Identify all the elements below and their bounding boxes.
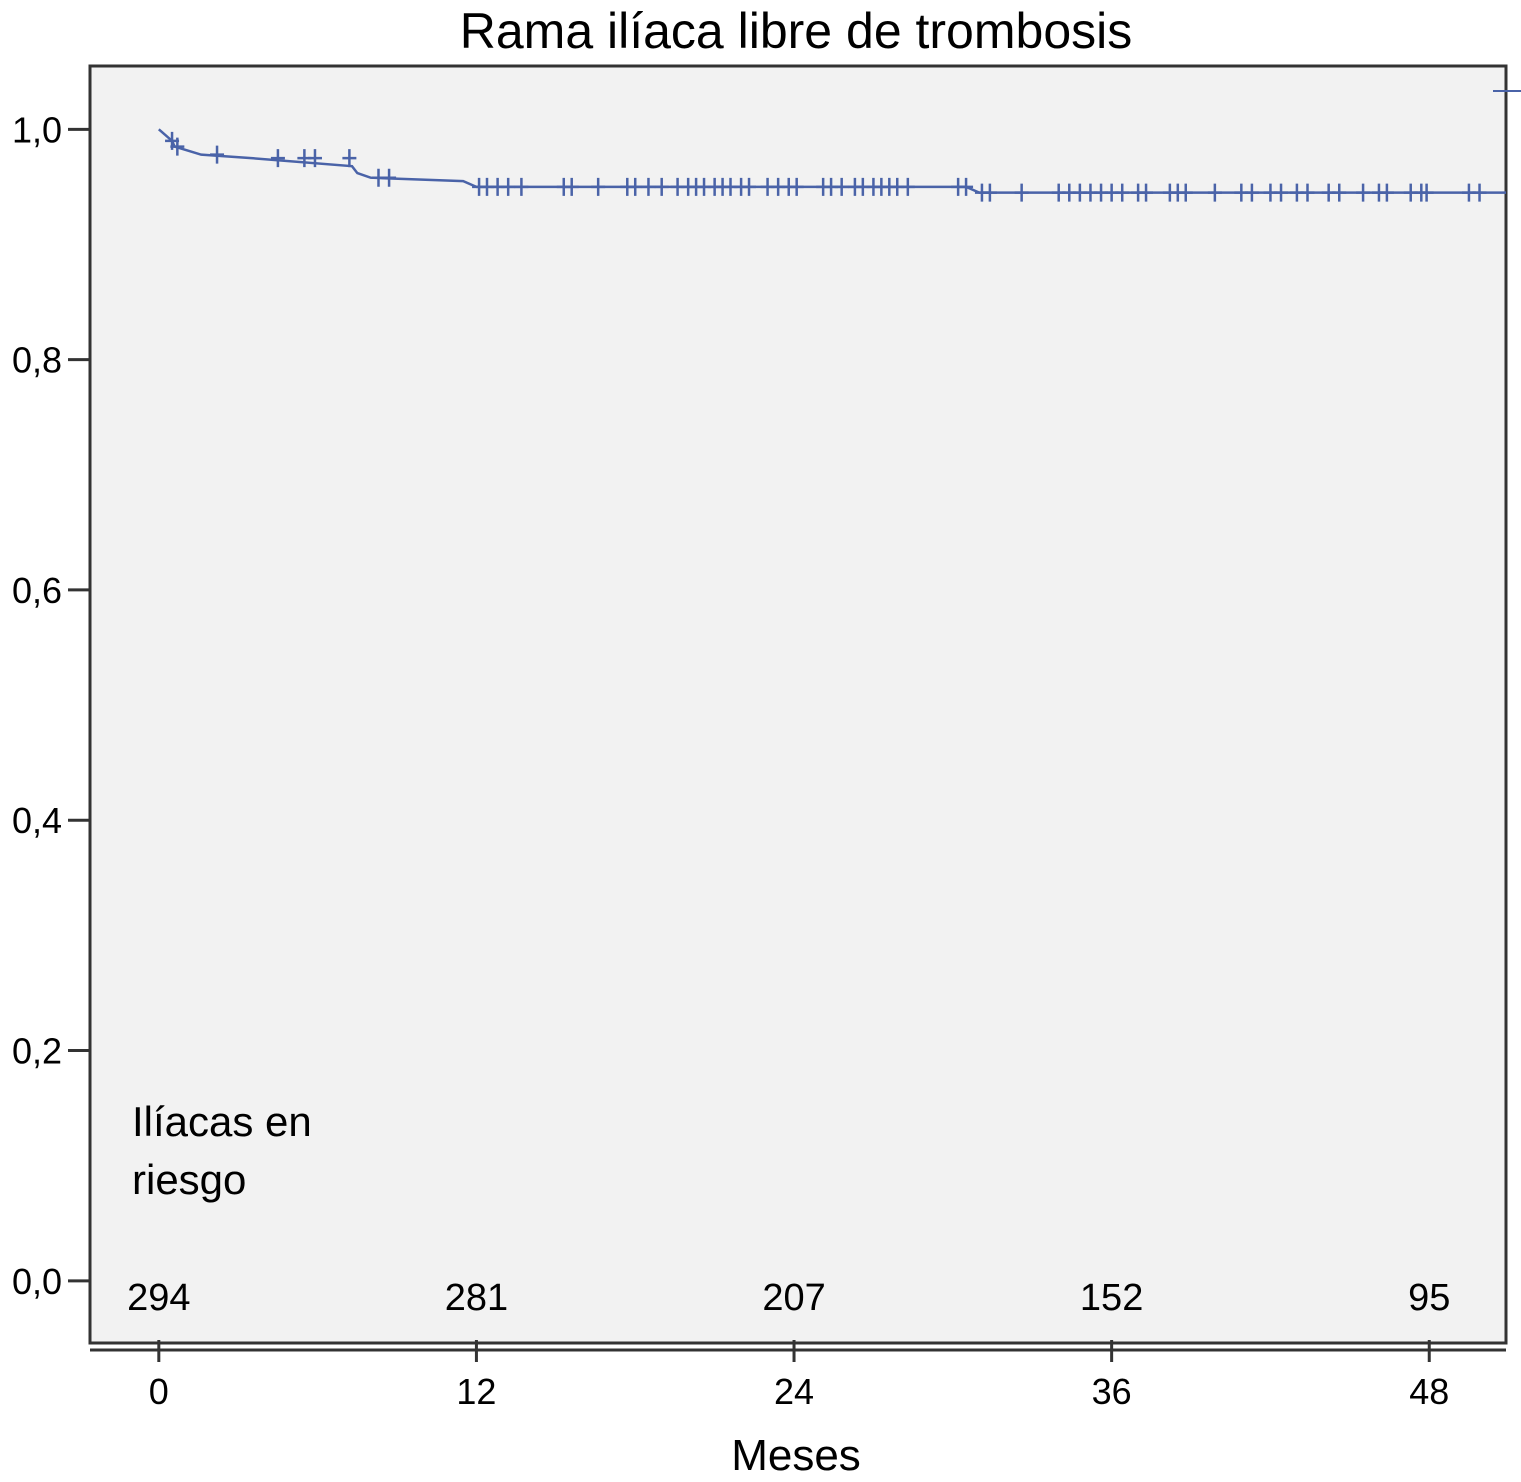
censor-mark: [514, 177, 529, 196]
censor-mark: [210, 145, 225, 164]
censor-mark: [501, 177, 516, 196]
chart-title: Rama ilíaca libre de trombosis: [460, 3, 1133, 59]
at-risk-count: 152: [1080, 1277, 1143, 1319]
plot-area: [88, 64, 1508, 1345]
x-tick-label: 0: [149, 1371, 169, 1412]
x-tick-label: 48: [1409, 1371, 1449, 1412]
censor-mark: [1274, 183, 1289, 202]
y-tick-label: 0,8: [12, 340, 62, 381]
censor-mark: [307, 149, 322, 168]
censor-mark: [959, 177, 974, 196]
censor-mark: [1419, 183, 1434, 202]
censor-mark: [564, 177, 579, 196]
censor-mark: [1300, 183, 1315, 202]
censor-mark: [1139, 183, 1154, 202]
censor-mark: [1332, 183, 1347, 202]
y-tick-label: 0,6: [12, 570, 62, 611]
y-axis: 0,0 0,2 0,4 0,6 0,8 1,0: [12, 109, 90, 1302]
censor-mark: [1014, 183, 1029, 202]
at-risk-count: 207: [762, 1277, 825, 1319]
censor-mark: [1472, 183, 1487, 202]
at-risk-count: 294: [127, 1277, 190, 1319]
censor-mark: [1379, 183, 1394, 202]
censor-mark: [342, 149, 357, 168]
censor-mark: [1115, 183, 1130, 202]
at-risk-count: 281: [445, 1277, 508, 1319]
at-risk-count: 95: [1408, 1277, 1450, 1319]
censor-mark: [382, 168, 397, 187]
censor-mark: [742, 177, 757, 196]
at-risk-label-line2: riesgo: [132, 1156, 246, 1203]
censor-mark: [1207, 183, 1222, 202]
survival-curve: [157, 128, 1506, 202]
x-axis: 0 12 24 36 48: [90, 1340, 1506, 1412]
y-tick-label: 0,0: [12, 1261, 62, 1302]
at-risk-label-line1: Ilíacas en: [132, 1098, 312, 1145]
censor-mark: [900, 177, 915, 196]
x-axis-title: Meses: [731, 1431, 861, 1480]
x-tick-label: 36: [1092, 1371, 1132, 1412]
x-tick-label: 12: [456, 1371, 496, 1412]
censor-mark: [1244, 183, 1259, 202]
y-tick-label: 1,0: [12, 109, 62, 150]
censor-mark: [170, 137, 185, 156]
censor-mark: [1178, 183, 1193, 202]
censor-mark: [1356, 183, 1371, 202]
censor-mark: [591, 177, 606, 196]
at-risk-table: Ilíacas en riesgo 294 281 207 152 95: [127, 1098, 1450, 1319]
censor-mark: [641, 177, 656, 196]
censor-mark: [628, 177, 643, 196]
x-tick-label: 24: [774, 1371, 814, 1412]
censor-mark: [834, 177, 849, 196]
censor-mark: [789, 177, 804, 196]
censor-mark: [982, 183, 997, 202]
censor-mark: [270, 149, 285, 168]
y-tick-label: 0,4: [12, 800, 62, 841]
censor-mark: [654, 177, 669, 196]
y-tick-label: 0,2: [12, 1031, 62, 1072]
